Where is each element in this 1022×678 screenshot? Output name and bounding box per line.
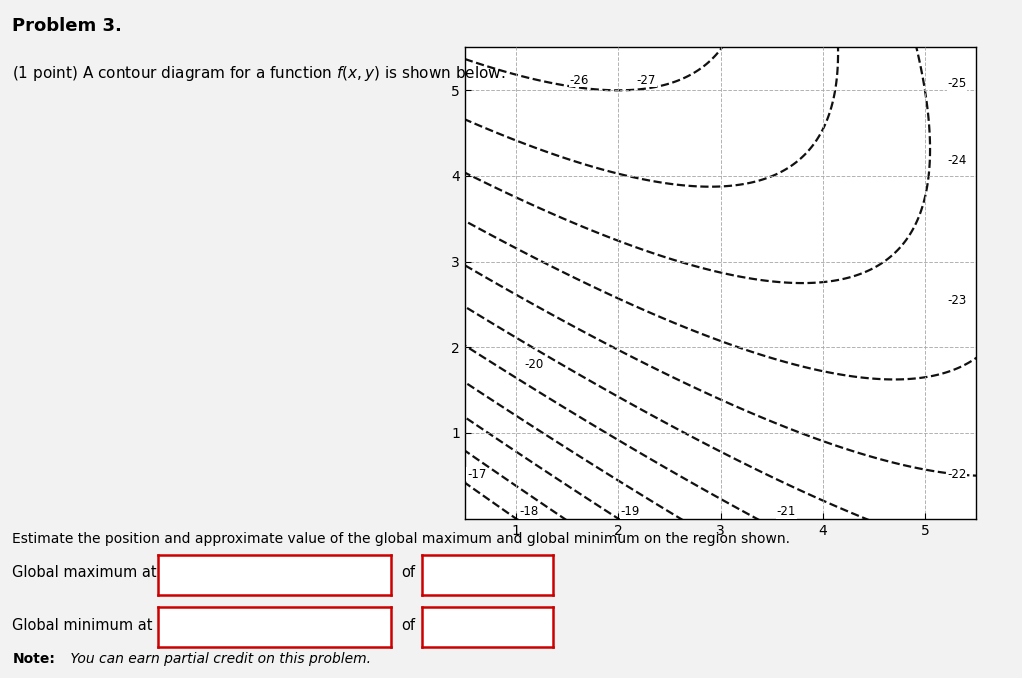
Text: -27: -27 [637,73,656,87]
Text: of: of [402,618,416,633]
Text: -24: -24 [947,154,967,167]
Text: Global maximum at: Global maximum at [12,565,157,580]
Text: You can earn partial credit on this problem.: You can earn partial credit on this prob… [66,652,371,666]
Text: Estimate the position and approximate value of the global maximum and global min: Estimate the position and approximate va… [12,532,790,546]
Text: -25: -25 [947,77,967,90]
Text: -23: -23 [947,294,967,306]
Text: -17: -17 [467,468,486,481]
Text: -21: -21 [777,505,796,518]
Text: Global minimum at: Global minimum at [12,618,152,633]
Text: of: of [402,565,416,580]
Text: Note:: Note: [12,652,55,666]
Text: (1 point) A contour diagram for a function $f(x, y)$ is shown below.: (1 point) A contour diagram for a functi… [12,64,506,83]
Text: -22: -22 [947,468,967,481]
Text: -18: -18 [519,505,539,518]
Text: -26: -26 [569,73,589,87]
Text: Problem 3.: Problem 3. [12,17,123,35]
Text: -19: -19 [620,505,640,518]
Text: -20: -20 [524,358,544,371]
